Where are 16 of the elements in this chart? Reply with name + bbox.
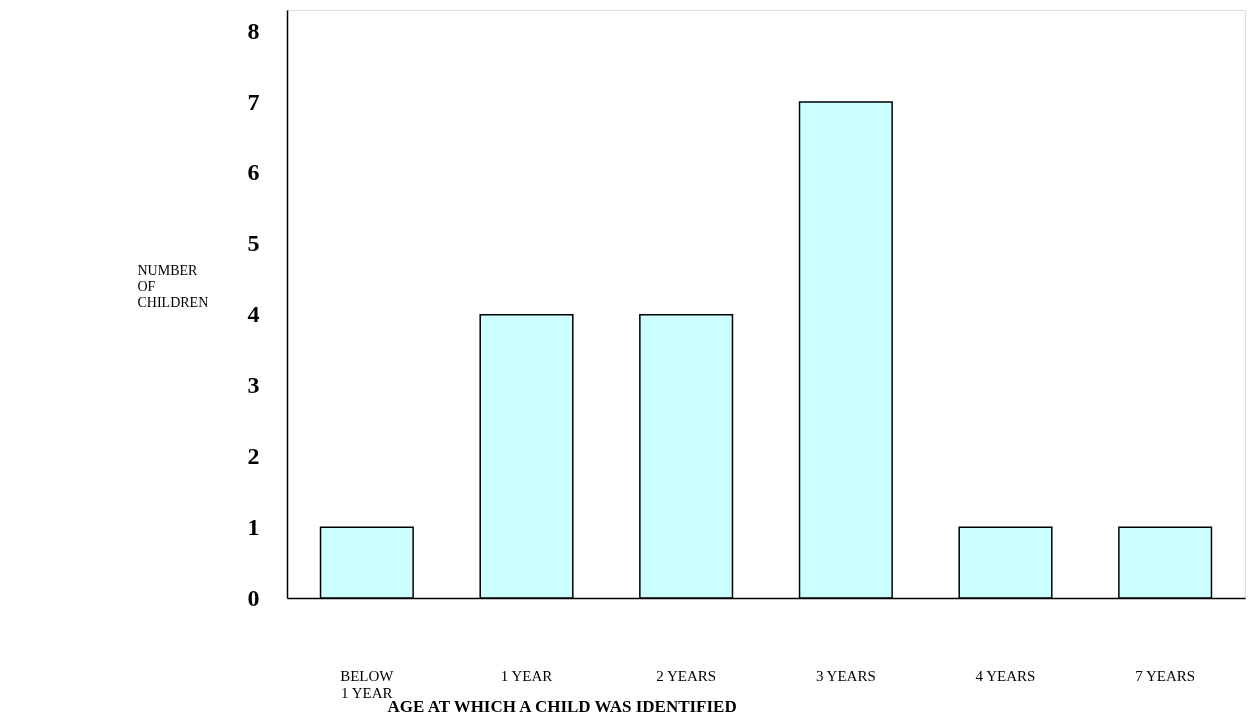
x-tick-label: BELOW 1 YEAR bbox=[340, 667, 395, 701]
y-tick-label: 2 bbox=[247, 442, 260, 469]
y-tick-label: 0 bbox=[247, 584, 260, 611]
y-tick-label: 4 bbox=[247, 301, 260, 328]
x-tick-label: 2 YEARS bbox=[656, 667, 717, 684]
y-tick-label: 3 bbox=[247, 371, 260, 398]
y-tick-label: 5 bbox=[247, 230, 260, 257]
x-tick-label: 3 YEARS bbox=[815, 667, 876, 684]
y-axis-title: NUMBER OF CHILDREN bbox=[137, 262, 209, 310]
y-tick-label: 1 bbox=[247, 513, 260, 540]
x-tick-label: 1 YEAR bbox=[500, 667, 553, 684]
y-tick-label: 7 bbox=[247, 88, 260, 115]
x-tick-label: 4 YEARS bbox=[975, 667, 1036, 684]
y-tick-label: 6 bbox=[247, 159, 260, 186]
y-tick-label: 8 bbox=[247, 17, 260, 44]
x-tick-label: 7 YEARS bbox=[1135, 667, 1196, 684]
